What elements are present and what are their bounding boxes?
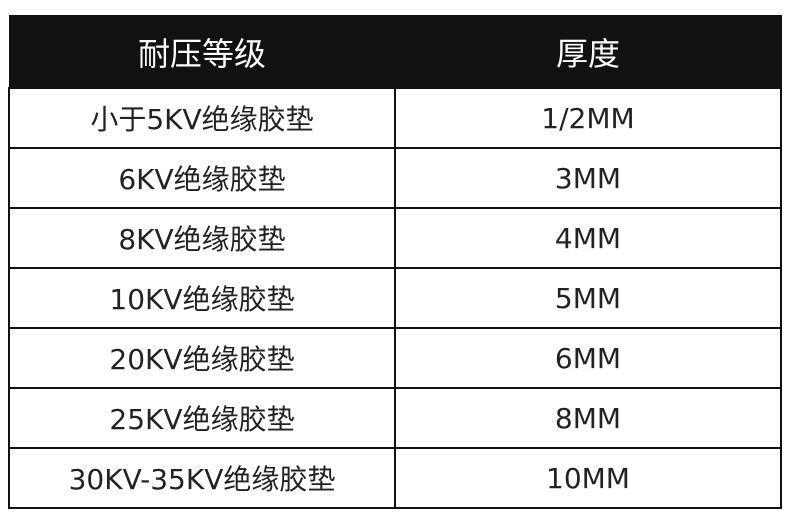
voltage-rating-cell: 小于5KV绝缘胶垫: [8, 87, 396, 149]
voltage-rating-cell: 25KV绝缘胶垫: [8, 387, 396, 449]
thickness-cell: 10MM: [394, 447, 782, 509]
thickness-cell: 1/2MM: [394, 87, 782, 149]
table-row: 6KV绝缘胶垫 3MM: [8, 147, 782, 209]
table-row: 小于5KV绝缘胶垫 1/2MM: [8, 87, 782, 149]
thickness-cell: 8MM: [394, 387, 782, 449]
thickness-cell: 5MM: [394, 267, 782, 329]
table-row: 20KV绝缘胶垫 6MM: [8, 327, 782, 389]
voltage-rating-cell: 30KV-35KV绝缘胶垫: [8, 447, 396, 509]
voltage-rating-cell: 8KV绝缘胶垫: [8, 207, 396, 269]
table-row: 30KV-35KV绝缘胶垫 10MM: [8, 447, 782, 509]
header-voltage-rating: 耐压等级: [8, 15, 396, 89]
thickness-cell: 6MM: [394, 327, 782, 389]
table-row: 10KV绝缘胶垫 5MM: [8, 267, 782, 329]
table-row: 8KV绝缘胶垫 4MM: [8, 207, 782, 269]
thickness-cell: 3MM: [394, 147, 782, 209]
table-row: 25KV绝缘胶垫 8MM: [8, 387, 782, 449]
header-row: 耐压等级 厚度: [8, 15, 782, 89]
header-thickness: 厚度: [394, 15, 782, 89]
thickness-cell: 4MM: [394, 207, 782, 269]
voltage-rating-cell: 6KV绝缘胶垫: [8, 147, 396, 209]
voltage-thickness-table: 耐压等级 厚度 小于5KV绝缘胶垫 1/2MM 6KV绝缘胶垫 3MM 8KV绝缘胶垫 4…: [8, 15, 782, 509]
voltage-rating-cell: 10KV绝缘胶垫: [8, 267, 396, 329]
voltage-rating-cell: 20KV绝缘胶垫: [8, 327, 396, 389]
